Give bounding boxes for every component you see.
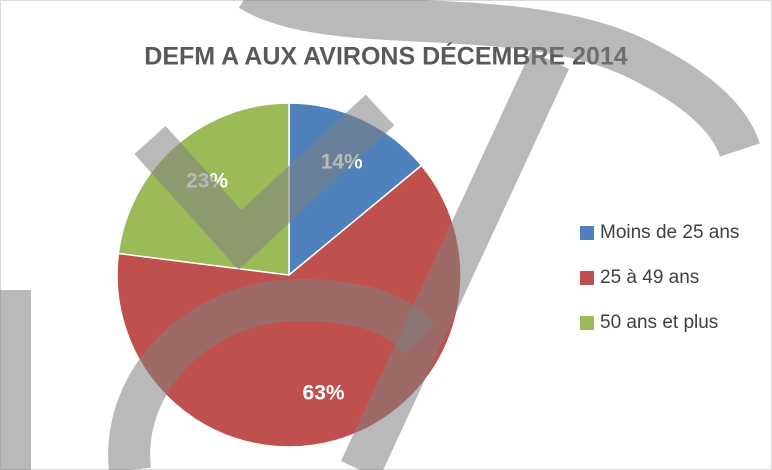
slice-label: 63%	[303, 381, 345, 404]
watermark-stroke	[340, 51, 570, 470]
legend-swatch	[580, 271, 594, 285]
watermark-stroke	[238, 0, 760, 158]
watermark-stroke	[108, 278, 436, 470]
watermark-stroke	[134, 94, 395, 270]
legend: Moins de 25 ans 25 à 49 ans 50 ans et plus	[580, 222, 739, 333]
legend-swatch	[580, 226, 594, 240]
legend-label: 50 ans et plus	[600, 312, 718, 333]
legend-swatch	[580, 316, 594, 330]
legend-label: Moins de 25 ans	[600, 222, 739, 243]
legend-label: 25 à 49 ans	[600, 267, 699, 288]
